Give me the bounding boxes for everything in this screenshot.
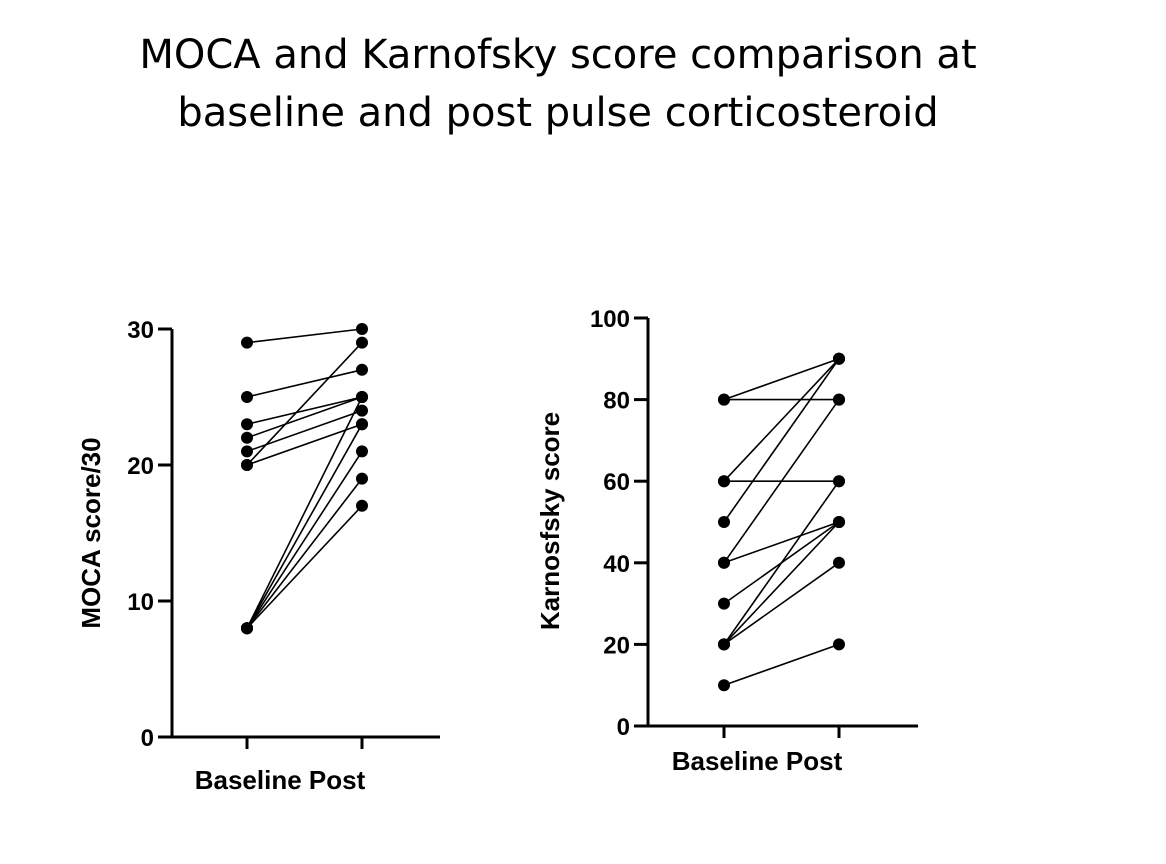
moca-points: [241, 323, 368, 635]
moca-point-baseline: [241, 622, 253, 635]
karnofsky-point-baseline: [718, 475, 730, 488]
moca-point-post: [356, 418, 368, 431]
moca-point-baseline: [241, 445, 253, 458]
karnofsky-y-tick-label: 60: [603, 469, 630, 496]
moca-axes: 0 10 20 30: [127, 317, 440, 752]
karnofsky-pair-line: [723, 358, 840, 482]
moca-pair-line: [246, 342, 363, 466]
karnofsky-pair-line: [723, 399, 840, 564]
moca-point-post: [356, 391, 368, 403]
moca-pair-line: [246, 423, 363, 629]
moca-point-post: [356, 472, 368, 485]
karnofsky-point-post: [833, 638, 845, 651]
moca-x-axis-title: Baseline Post: [195, 765, 366, 795]
moca-point-post: [356, 499, 368, 512]
karnofsky-point-baseline: [718, 556, 730, 569]
karnofsky-pair-line: [723, 521, 840, 564]
karnofsky-y-tick-label: 100: [590, 306, 630, 333]
karnofsky-point-baseline: [718, 516, 730, 528]
karnofsky-pair-lines: [723, 358, 840, 686]
karnofsky-y-tick-label: 20: [603, 632, 630, 659]
moca-pair-line: [246, 423, 363, 466]
karnofsky-point-post: [833, 556, 845, 569]
title-line-2: baseline and post pulse corticosteroid: [177, 90, 939, 136]
moca-pair-line: [246, 328, 363, 344]
moca-point-post: [356, 323, 368, 335]
moca-pair-line: [246, 478, 363, 629]
karnofsky-pair-line: [723, 480, 840, 645]
karnofsky-point-baseline: [718, 679, 730, 692]
karnofsky-pair-line: [723, 643, 840, 686]
karnofsky-point-baseline: [718, 597, 730, 610]
karnofsky-x-axis-title: Baseline Post: [672, 746, 843, 776]
karnofsky-point-post: [833, 393, 845, 406]
karnofsky-point-post: [833, 352, 845, 365]
moca-point-post: [356, 336, 368, 349]
moca-y-tick-label: 20: [127, 453, 154, 480]
moca-point-baseline: [241, 418, 253, 431]
karnofsky-point-baseline: [718, 638, 730, 651]
moca-y-tick-label: 10: [127, 589, 154, 616]
karnofsky-y-tick-label: 80: [603, 388, 630, 415]
karnofsky-y-tick-label: 40: [603, 551, 630, 578]
karnofsky-pair-line: [723, 358, 840, 401]
moca-point-post: [356, 404, 368, 417]
moca-pair-line: [246, 450, 363, 629]
moca-pair-line: [246, 505, 363, 629]
moca-pair-line: [246, 369, 363, 398]
karnofsky-axes: 0 20 40 60 80 100: [590, 306, 918, 741]
karnofsky-point-baseline: [718, 393, 730, 406]
moca-pair-lines: [246, 328, 363, 629]
moca-point-post: [356, 363, 368, 376]
karnofsky-points: [718, 352, 845, 692]
moca-y-tick-label: 0: [141, 725, 154, 752]
moca-point-baseline: [241, 336, 253, 349]
karnofsky-pair-line: [723, 562, 840, 646]
karnofsky-y-tick-label: 0: [617, 714, 630, 741]
karnofsky-pair-line: [723, 521, 840, 645]
chart-title: MOCA and Karnofsky score comparison at b…: [0, 26, 1116, 142]
karnofsky-y-axis-title: Karnosfsky score: [535, 412, 565, 630]
title-line-1: MOCA and Karnofsky score comparison at: [139, 32, 977, 78]
karnofsky-point-post: [833, 516, 845, 528]
moca-point-baseline: [241, 391, 253, 403]
moca-y-tick-label: 30: [127, 317, 154, 344]
moca-point-post: [356, 445, 368, 458]
moca-point-baseline: [241, 459, 253, 471]
moca-pair-line: [246, 396, 363, 629]
moca-point-baseline: [241, 431, 253, 444]
moca-y-axis-title: MOCA score/30: [76, 437, 106, 628]
karnofsky-pair-line: [723, 358, 840, 523]
moca-pair-line: [246, 396, 363, 439]
moca-pair-line: [246, 396, 363, 425]
karnofsky-point-post: [833, 475, 845, 488]
